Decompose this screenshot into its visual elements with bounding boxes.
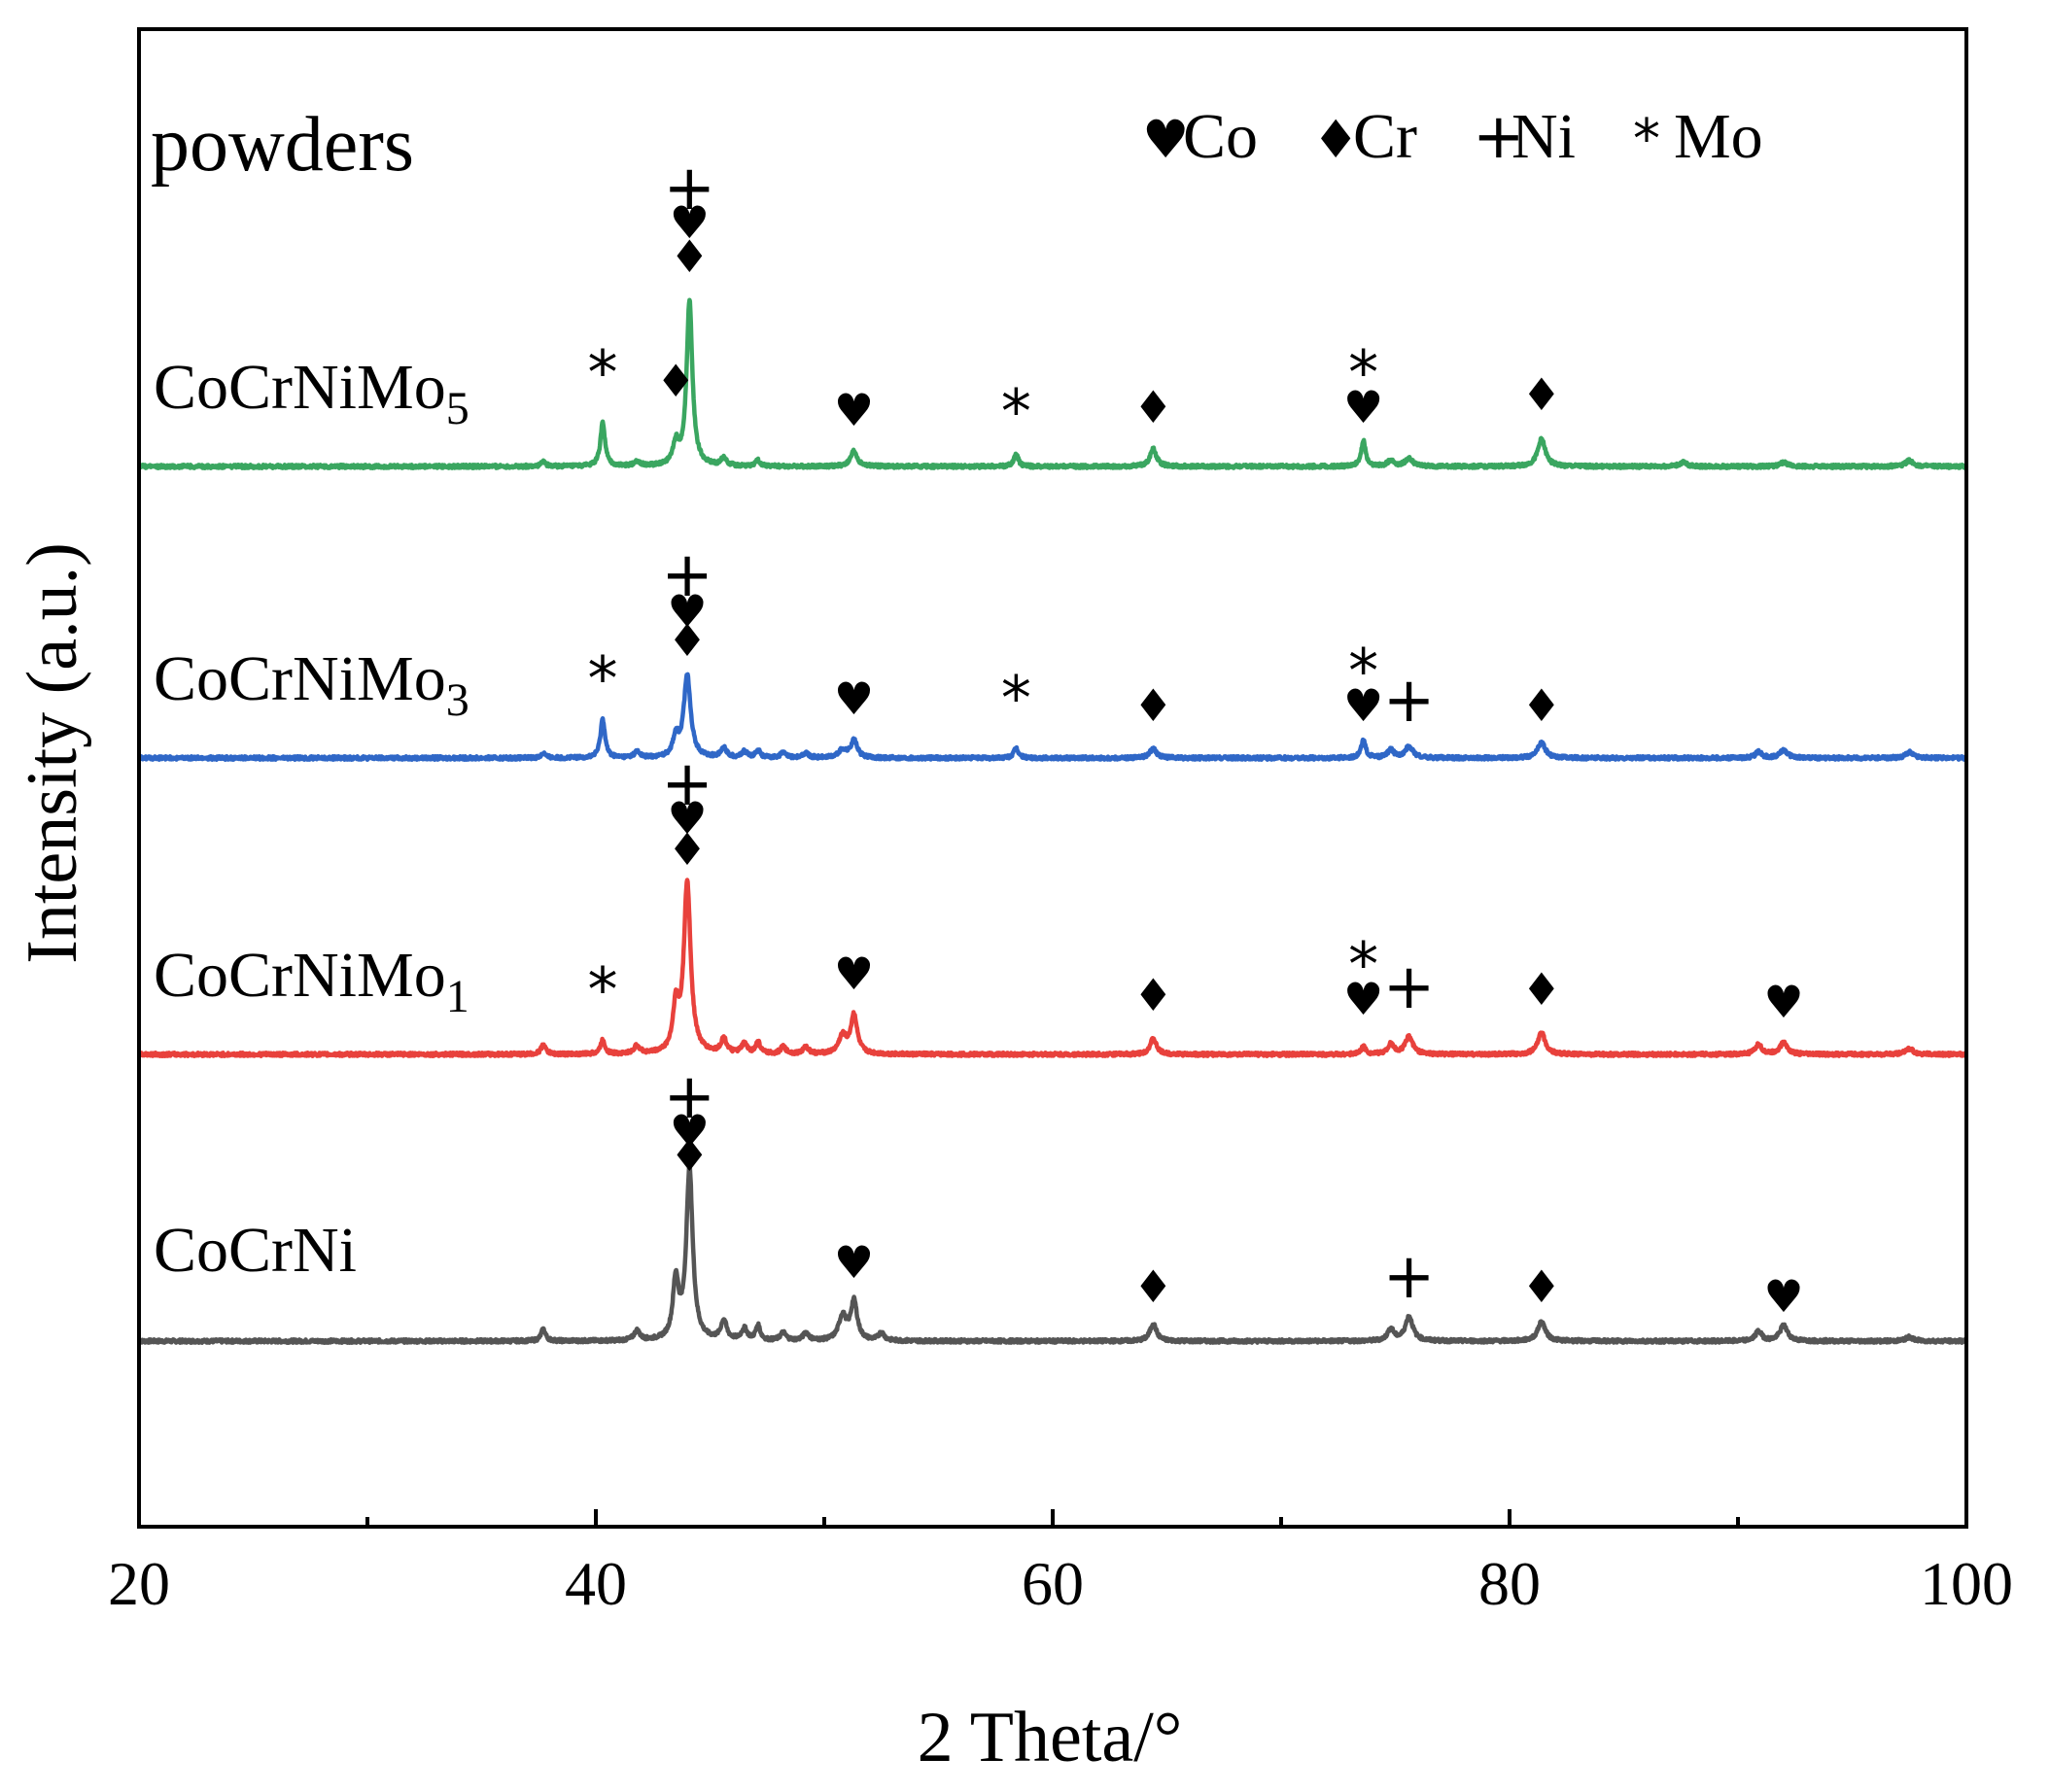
- phase-marker: *: [1348, 929, 1378, 1000]
- phase-marker: ♦: [670, 1129, 710, 1182]
- phase-marker: ♦: [667, 614, 707, 667]
- x-tick-label: 20: [108, 1549, 170, 1618]
- phase-marker: ♥: [1343, 381, 1383, 433]
- phase-marker: *: [1001, 376, 1031, 447]
- legend-label: Mo: [1674, 101, 1763, 172]
- legend-item: +Ni: [1473, 101, 1576, 173]
- phase-marker: +: [664, 1061, 716, 1133]
- series-layer: [137, 297, 1969, 1345]
- x-tick-label: 100: [1920, 1549, 2013, 1618]
- phase-marker: ♦: [656, 355, 696, 407]
- phase-marker: ♥: [670, 1105, 710, 1157]
- y-axis-title: Intensity (a.u.): [13, 542, 92, 964]
- phase-marker: ♥: [1763, 1270, 1803, 1323]
- legend: ♥Co ♦Cr +Ni * Mo: [1142, 101, 1763, 173]
- label-layer: CoCrNi CoCrNiMo1 CoCrNiMo3 CoCrNiMo5: [154, 352, 469, 1286]
- phase-marker: +: [1383, 665, 1436, 737]
- series-label: CoCrNiMo3: [154, 643, 469, 726]
- x-tick-label: 80: [1478, 1549, 1541, 1618]
- series-line-CoCrNi: [137, 1165, 1969, 1345]
- phase-marker: ♥: [667, 792, 707, 844]
- phase-marker: *: [1348, 636, 1378, 706]
- legend-item: ♥Co: [1142, 101, 1258, 172]
- phase-marker: +: [1383, 1241, 1436, 1313]
- x-axis-title: 2 Theta/°: [918, 1698, 1183, 1777]
- phase-marker: ♦: [1521, 679, 1561, 732]
- powders-annotation: powders: [151, 102, 414, 188]
- x-tick-label: 60: [1022, 1549, 1084, 1618]
- series-label: CoCrNiMo5: [154, 352, 469, 434]
- phase-marker: ♦: [1521, 963, 1561, 1016]
- phase-marker: ♥: [834, 1236, 874, 1289]
- phase-marker: ♥: [834, 948, 874, 1000]
- legend-item: ♦Cr: [1312, 101, 1417, 172]
- phase-marker: ♥: [1343, 679, 1383, 732]
- phase-marker: ♦: [1133, 679, 1173, 732]
- phase-marker: +: [664, 153, 716, 224]
- phase-marker: ♦: [1133, 381, 1173, 433]
- series-label: CoCrNi: [154, 1215, 357, 1286]
- series-line-CoCrNiMo5: [137, 297, 1969, 470]
- phase-marker: ♦: [670, 230, 710, 283]
- legend-symbol: ♥: [1142, 109, 1189, 170]
- x-axis-ticks: 20 40 60 80 100: [108, 1509, 2013, 1618]
- legend-item: * Mo: [1633, 101, 1763, 172]
- series-label: CoCrNiMo1: [154, 940, 469, 1022]
- phase-marker: ♦: [1133, 1260, 1173, 1313]
- phase-marker: +: [661, 748, 713, 820]
- legend-label: Ni: [1511, 101, 1576, 172]
- legend-label: Cr: [1353, 101, 1417, 172]
- x-tick-label: 40: [565, 1549, 627, 1618]
- phase-marker: ♦: [1521, 1260, 1561, 1313]
- phase-marker: *: [1001, 663, 1031, 734]
- phase-marker: ♦: [1133, 969, 1173, 1021]
- phase-marker: +: [1383, 951, 1436, 1023]
- legend-symbol: +: [1473, 101, 1525, 173]
- phase-marker: *: [588, 337, 618, 408]
- phase-marker: ♥: [834, 672, 874, 725]
- legend-symbol: *: [1633, 108, 1660, 171]
- phase-marker: ♦: [667, 823, 707, 876]
- series-line-CoCrNiMo1: [137, 878, 1968, 1058]
- phase-marker: +: [661, 539, 713, 611]
- series-line-CoCrNiMo3: [137, 672, 1968, 762]
- phase-marker: ♥: [1343, 973, 1383, 1025]
- legend-symbol: ♦: [1312, 109, 1359, 170]
- phase-marker: ♥: [834, 384, 874, 436]
- phase-marker: *: [588, 954, 618, 1025]
- phase-marker: *: [1348, 337, 1378, 408]
- phase-marker: ♦: [1521, 368, 1561, 421]
- marker-layer: ♦♥+♥ ♦ + ♦ ♥*♦♥+♥ ♦ ♥* + ♦ ♥*♦♥+♥ * ♦ ♥* + ♦* ♦♦♥+♥ * ♦ ♥*…: [588, 153, 1804, 1323]
- phase-marker: *: [588, 643, 618, 714]
- phase-marker: ♥: [1763, 976, 1803, 1028]
- phase-marker: ♥: [670, 196, 710, 249]
- legend-label: Co: [1183, 101, 1258, 172]
- phase-marker: ♥: [667, 585, 707, 638]
